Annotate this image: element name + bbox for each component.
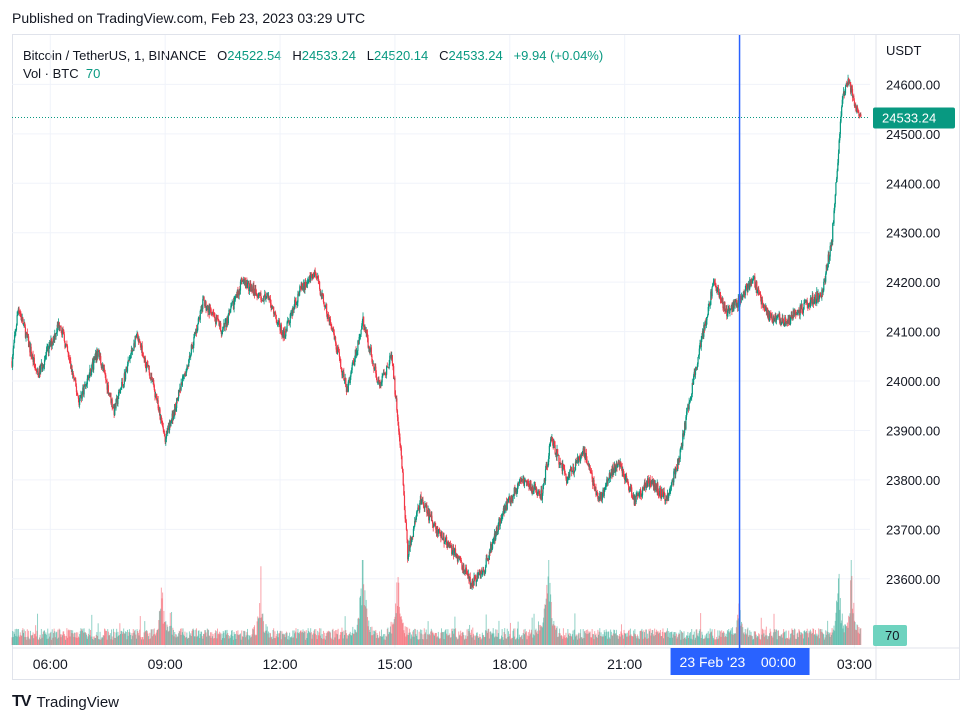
volume-legend-value: 70 [85,66,101,81]
published-note: Published on TradingView.com, Feb 23, 20… [12,10,366,26]
legend-high-value: 24533.24 [301,48,356,63]
legend-close-value: 24533.24 [448,48,503,63]
chart-legend: Bitcoin / TetherUS, 1, BINANCE O24522.54… [23,46,603,66]
volume-legend: Vol · BTC 70 [23,66,100,81]
legend-low-label: L [366,48,375,63]
legend-open-label: O [217,48,228,63]
tradingview-footer[interactable]: TV TradingView [12,693,119,711]
legend-open-value: 24522.54 [227,48,282,63]
legend-low-value: 24520.14 [374,48,429,63]
legend-symbol[interactable]: Bitcoin / TetherUS, 1, BINANCE [23,48,207,63]
legend-high-label: H [292,48,302,63]
chart-frame [12,34,960,680]
volume-legend-label[interactable]: Vol · BTC [23,66,79,81]
tradingview-logo: TV [12,693,31,710]
legend-close-label: C [439,48,449,63]
tradingview-brand: TradingView [36,693,119,711]
legend-change: +9.94 (+0.04%) [513,48,604,63]
